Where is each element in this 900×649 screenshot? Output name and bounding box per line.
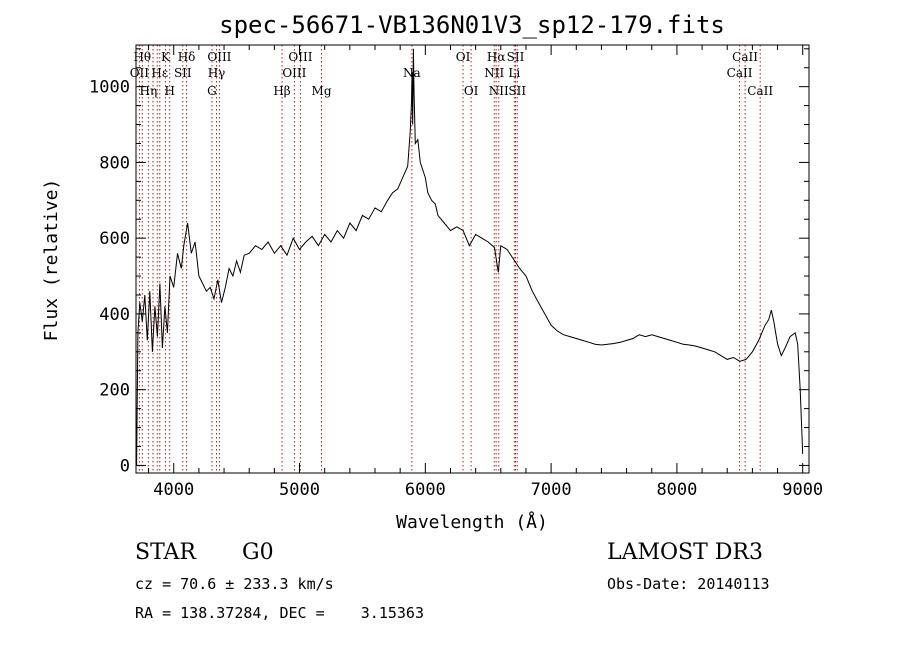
plot-frame [135,44,810,474]
x-tick-label: 7000 [531,480,572,500]
x-axis-label: Wavelength (Å) [396,511,548,533]
line-marker-label: G [207,84,217,98]
x-tick-label: 6000 [405,480,446,500]
line-marker-label: CaII [727,66,753,80]
x-tick-label: 9000 [782,480,823,500]
subclass: G0 [242,540,274,565]
line-marker-label: Hδ [178,50,196,64]
y-axis-ticks: 0 200 400 600 800 1000 [89,48,809,476]
spectrum-line [136,48,804,466]
line-marker-label: Hε [151,66,168,80]
line-marker-label: SII [507,50,525,64]
line-marker-label: Hθ [133,50,151,64]
line-marker-label: OIII [282,66,306,80]
y-tick-label: 200 [99,381,130,401]
x-tick-label: 4000 [153,480,194,500]
line-marker-label: OII [130,66,150,80]
x-axis-ticks: 4000 5000 6000 7000 8000 9000 [148,45,823,500]
line-marker-label: Hγ [208,66,226,80]
line-marker-label: Mg [312,84,332,98]
y-tick-label: 800 [99,153,130,173]
line-marker-label: Hβ [273,84,290,98]
y-tick-label: 0 [120,456,130,476]
survey-name: LAMOST DR3 [607,540,763,565]
object-class: STAR [135,540,196,565]
line-marker-label: NII [484,66,504,80]
y-tick-label: 400 [99,305,130,325]
x-tick-label: 8000 [656,480,697,500]
y-tick-label: 1000 [89,78,130,98]
line-marker-label: SII [174,66,192,80]
line-marker-label: Hα [487,50,506,64]
line-marker-label: OIII [207,50,231,64]
redshift-text: cz = 70.6 ± 233.3 km/s [135,575,334,593]
line-marker-label: OI [464,84,479,98]
line-marker-label: K [161,50,171,64]
y-axis-label: Flux (relative) [41,179,62,342]
line-markers [138,45,761,473]
line-marker-labels: HθOIIHηHεKHSIIHδGHγOIIIHβOIIIOIIIMgNaOIO… [130,50,774,98]
line-marker-label: Li [508,66,520,80]
chart-title: spec-56671-VB136N01V3_sp12-179.fits [219,11,725,39]
coordinates-text: RA = 138.37284, DEC = 3.15363 [135,604,424,622]
line-marker-label: H [164,84,174,98]
y-tick-label: 600 [99,229,130,249]
obs-date-text: Obs-Date: 20140113 [607,575,770,593]
line-marker-label: CaII [747,84,773,98]
line-marker-label: Hη [139,84,157,98]
line-marker-label: NII [489,84,509,98]
line-marker-label: OI [456,50,471,64]
line-marker-label: CaII [732,50,758,64]
line-marker-label: OIII [288,50,312,64]
x-tick-label: 5000 [279,480,320,500]
line-marker-label: SII [508,84,526,98]
